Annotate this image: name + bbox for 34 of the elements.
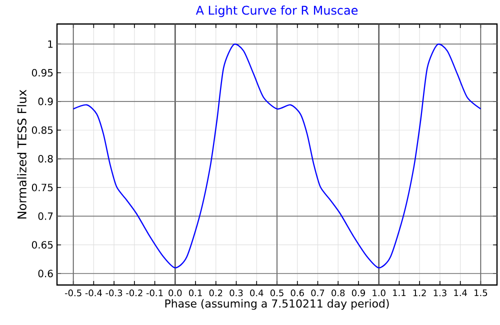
x-tick-label: -0.1: [146, 290, 163, 296]
x-tick-label: -0.5: [64, 290, 82, 296]
x-tick-label: 1.5: [474, 290, 488, 296]
x-tick-label: 0.6: [290, 290, 304, 296]
x-tick-label: -0.2: [126, 290, 142, 296]
x-tick-label: -0.4: [85, 290, 102, 296]
x-tick-label: 0.1: [188, 290, 202, 296]
y-tick-label: 0.75: [32, 184, 53, 192]
x-tick-label: 1.2: [413, 290, 426, 296]
x-tick-label: 0.3: [230, 290, 243, 296]
y-tick-label: 0.7: [38, 212, 53, 220]
x-tick-label: 1.3: [434, 290, 446, 296]
y-axis-title: Normalized TESS Flux: [17, 90, 26, 218]
y-tick-label: 0.8: [38, 155, 53, 163]
x-tick-label: 1.1: [393, 290, 406, 296]
y-tick-label: 1: [48, 40, 53, 48]
chart-title: A Light Curve for R Muscae: [196, 6, 358, 18]
x-axis-title: Phase (assuming a 7.510211 day period): [165, 299, 389, 310]
y-tick-label: 0.95: [32, 68, 53, 77]
x-tick-label: 0.7: [311, 290, 324, 296]
line-series: [72, 44, 482, 268]
x-tick-label: 0.5: [270, 290, 284, 296]
x-tick-label: 0.8: [332, 290, 345, 296]
x-tick-label: -0.3: [106, 290, 122, 296]
x-tick-label: 1.0: [372, 290, 386, 296]
y-tick-label: 0.65: [32, 241, 53, 249]
y-tick-label: 0.6: [38, 270, 53, 278]
x-tick-label: 0.2: [209, 290, 222, 296]
x-tick-label: 1.4: [454, 290, 467, 296]
y-tick-label: 0.85: [32, 126, 53, 134]
y-tick-label: 0.9: [38, 98, 53, 106]
x-tick-label: 0.0: [168, 290, 182, 296]
x-tick-label: 0.4: [250, 290, 264, 296]
x-tick-label: 0.9: [352, 290, 365, 296]
